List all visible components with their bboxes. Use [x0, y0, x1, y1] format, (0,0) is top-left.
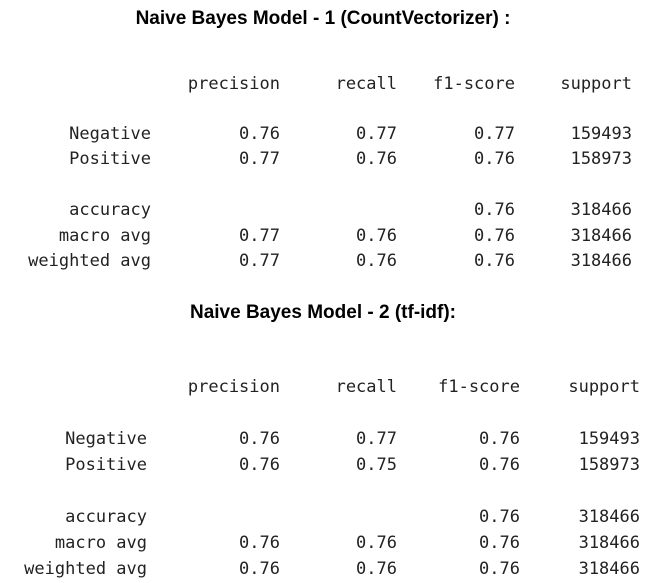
report-1-row-3-support: 318466 [570, 200, 632, 220]
report-1-row-3-f1: 0.76 [474, 200, 515, 220]
report-1-row-1-f1: 0.77 [474, 124, 515, 144]
report-2-row-2-precision: 0.76 [239, 455, 280, 475]
report-1-header-f1: f1-score [433, 74, 515, 94]
report-2-row-5-f1: 0.76 [479, 559, 520, 579]
report-1-row-4-precision: 0.77 [239, 226, 280, 246]
report-1-row-2-f1: 0.76 [474, 149, 515, 169]
report-2-header-support: support [568, 377, 640, 397]
report-1-row-1-precision: 0.76 [239, 124, 280, 144]
report-2-header-f1: f1-score [438, 377, 520, 397]
report-2-row-5-recall: 0.76 [356, 559, 397, 579]
report-1-title: Naive Bayes Model - 1 (CountVectorizer) … [135, 8, 511, 29]
report-1-row-1-label: Negative [69, 124, 151, 144]
report-1-row-4-support: 318466 [570, 226, 632, 246]
report-1-row-5-label: weighted avg [28, 251, 151, 271]
report-2-title: Naive Bayes Model - 2 (tf-idf): [189, 302, 457, 323]
report-2-row-3-support: 318466 [578, 507, 640, 527]
report-1-row-1-support: 159493 [570, 124, 632, 144]
report-1-row-4-label: macro avg [58, 226, 151, 246]
report-2-row-4-f1: 0.76 [479, 533, 520, 553]
report-1-row-2-support: 158973 [570, 149, 632, 169]
report-2-row-5-precision: 0.76 [239, 559, 280, 579]
report-2-row-2-recall: 0.75 [356, 455, 397, 475]
report-1-row-1-recall: 0.77 [356, 124, 397, 144]
report-1-row-3-label: accuracy [69, 200, 151, 220]
report-1-row-2-recall: 0.76 [356, 149, 397, 169]
report-1-row-4-f1: 0.76 [474, 226, 515, 246]
report-1-row-2-precision: 0.77 [239, 149, 280, 169]
report-1-row-5-f1: 0.76 [474, 251, 515, 271]
report-2-header-precision: precision [187, 377, 280, 397]
report-2-row-1-precision: 0.76 [239, 429, 280, 449]
report-2-row-1-f1: 0.76 [479, 429, 520, 449]
report-2-row-1-label: Negative [65, 429, 147, 449]
report-1-header-recall: recall [335, 74, 397, 94]
report-2-row-4-support: 318466 [578, 533, 640, 553]
report-1-header-support: support [560, 74, 632, 94]
report-2-row-3-f1: 0.76 [479, 507, 520, 527]
report-1-row-5-recall: 0.76 [356, 251, 397, 271]
report-2-row-4-label: macro avg [54, 533, 147, 553]
report-2-row-5-label: weighted avg [24, 559, 147, 579]
report-1-row-5-precision: 0.77 [239, 251, 280, 271]
report-2-header-recall: recall [335, 377, 397, 397]
report-2-row-2-f1: 0.76 [479, 455, 520, 475]
report-2-row-1-support: 159493 [578, 429, 640, 449]
report-1-header-precision: precision [187, 74, 280, 94]
report-1-row-2-label: Positive [69, 149, 151, 169]
report-2-row-2-support: 158973 [578, 455, 640, 475]
report-2-row-3-label: accuracy [65, 507, 147, 527]
report-1-row-4-recall: 0.76 [356, 226, 397, 246]
report-2-row-1-recall: 0.77 [356, 429, 397, 449]
report-2-row-4-precision: 0.76 [239, 533, 280, 553]
report-2-row-4-recall: 0.76 [356, 533, 397, 553]
report-2-row-2-label: Positive [65, 455, 147, 475]
report-1-row-5-support: 318466 [570, 251, 632, 271]
report-2-row-5-support: 318466 [578, 559, 640, 579]
